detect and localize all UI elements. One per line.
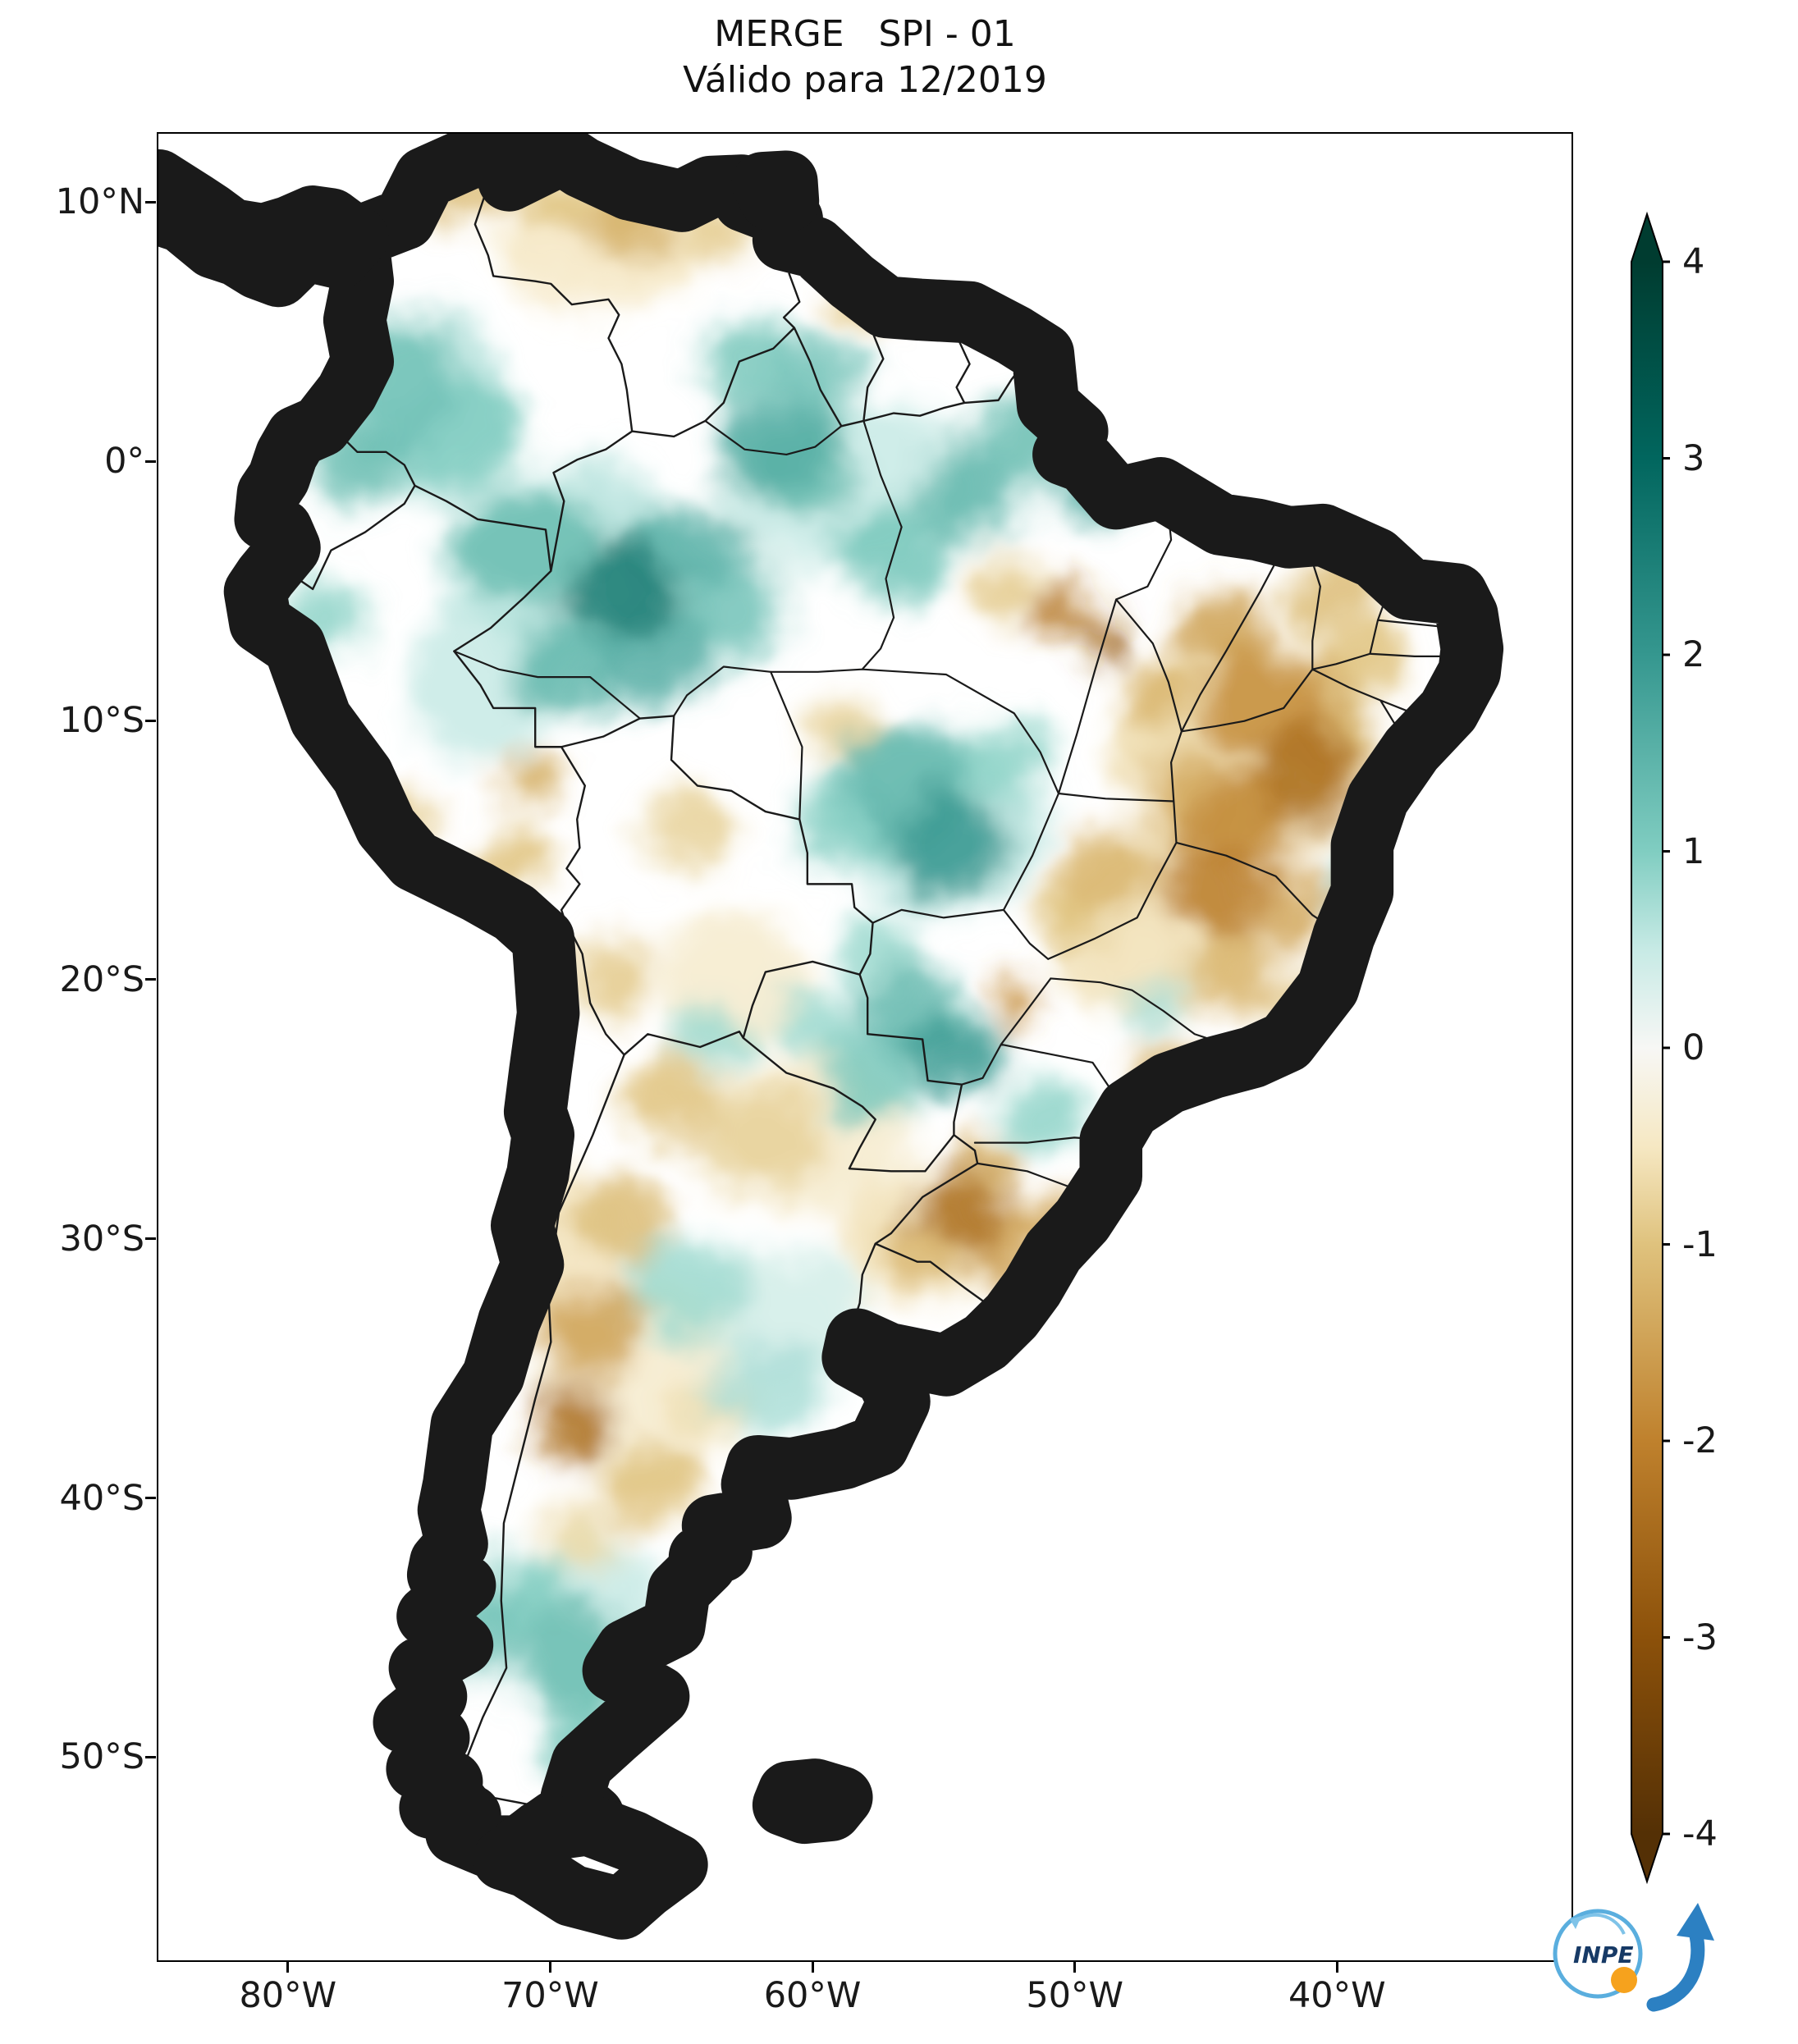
spi-anomaly-blob: [833, 506, 949, 600]
spi-anomaly-blob: [1064, 830, 1159, 913]
y-tick-label: 50°S: [59, 1736, 144, 1778]
x-tick-label: 40°W: [1288, 1975, 1386, 2016]
spi-anomaly-blob: [1178, 586, 1274, 665]
inpe-logo-text: INPE: [1573, 1941, 1634, 1969]
y-tick-label: 10°S: [59, 700, 144, 741]
x-tick-label: 50°W: [1026, 1975, 1124, 2016]
spi-anomaly-blob: [645, 790, 739, 869]
x-tick-mark: [548, 1962, 551, 1973]
spi-anomaly-blob: [538, 1386, 606, 1464]
spi-anomaly-blob: [822, 1036, 917, 1120]
colorbar-tick-label: -4: [1682, 1813, 1718, 1854]
colorbar-tick-label: 2: [1682, 634, 1705, 675]
y-tick-label: 10°N: [55, 181, 144, 223]
spi-anomaly-blob: [1084, 622, 1127, 665]
colorbar-tick-label: -2: [1682, 1420, 1718, 1461]
y-tick-mark: [145, 1237, 156, 1241]
colorbar: [1631, 211, 1670, 1885]
spi-anomaly-blob: [603, 1445, 698, 1524]
country-borders: [279, 157, 1030, 1815]
y-tick-label: 20°S: [59, 958, 144, 1000]
inpe-logo-swirl-arrowhead: [1570, 1916, 1581, 1929]
spi-anomaly-blob: [655, 915, 813, 1045]
colorbar-tick-label: -1: [1682, 1223, 1718, 1265]
spi-anomaly-blob: [969, 558, 1043, 620]
spi-anomaly-blob: [1251, 726, 1357, 830]
spi-anomaly-blob: [456, 487, 604, 602]
y-tick-mark: [145, 1755, 156, 1758]
x-tick-mark: [1073, 1962, 1077, 1973]
colorbar-gradient-bar: [1631, 211, 1663, 1885]
y-tick-label: 30°S: [59, 1218, 144, 1260]
spi-anomaly-blob: [1123, 656, 1192, 724]
inpe-logo-arrowhead: [1677, 1903, 1714, 1941]
spi-anomaly-blob: [564, 545, 679, 638]
map-plot-area: INPE: [157, 132, 1714, 2012]
spi-anomaly-blob: [775, 990, 860, 1063]
figure-subtitle: Válido para 12/2019: [683, 59, 1047, 101]
x-tick-label: 60°W: [763, 1975, 862, 2016]
x-tick-mark: [1335, 1962, 1338, 1973]
spi-anomaly-blob: [676, 1008, 750, 1071]
y-tick-label: 40°S: [59, 1477, 144, 1519]
spi-anomaly-blob: [1121, 980, 1185, 1032]
spi-anomaly-blob: [493, 754, 562, 812]
y-tick-mark: [145, 460, 156, 463]
y-tick-mark: [145, 1497, 156, 1500]
colorbar-tick-label: 0: [1682, 1027, 1705, 1068]
x-tick-mark: [286, 1962, 290, 1973]
figure-title: MERGE SPI - 01: [714, 13, 1016, 55]
spi-anomaly-blob: [624, 1059, 719, 1138]
spi-anomaly-blob: [702, 1088, 829, 1192]
spi-anomaly-blob: [577, 1171, 672, 1264]
inpe-logo: INPE: [1537, 1882, 1734, 2021]
state-borders: [454, 421, 1462, 1218]
colorbar-tick-label: -3: [1682, 1616, 1718, 1658]
spi-anomaly-blob: [1035, 588, 1093, 641]
spi-anomaly-blob: [710, 1342, 836, 1435]
inpe-logo-globe: [1611, 1967, 1637, 1993]
spi-anomaly-blob: [716, 395, 831, 488]
x-tick-label: 80°W: [239, 1975, 337, 2016]
y-tick-mark: [145, 719, 156, 722]
spi-anomaly-blob: [540, 1285, 635, 1379]
y-tick-mark: [145, 200, 156, 203]
spi-anomaly-blob: [1000, 1080, 1085, 1154]
colorbar-tick-label: 4: [1682, 241, 1705, 282]
spi-anomaly-blob: [890, 793, 1007, 898]
y-tick-label: 0°: [104, 441, 144, 482]
spi-anomaly-blob: [1163, 839, 1269, 944]
colorbar-tick-label: 3: [1682, 437, 1705, 479]
spi-anomaly-blob: [907, 1010, 1001, 1094]
x-tick-label: 70°W: [501, 1975, 599, 2016]
colorbar-tick-label: 1: [1682, 830, 1705, 872]
spi-anomaly-blob: [917, 1171, 1012, 1249]
spi-anomaly-blob: [619, 1233, 745, 1338]
spi-anomaly-blob: [540, 1502, 620, 1570]
colorbar-ticks: [1663, 260, 1670, 1836]
spi-anomaly-blob: [516, 622, 622, 706]
south-america-map: [158, 134, 1572, 1960]
x-tick-mark: [811, 1962, 814, 1973]
spi-anomaly-blob: [1184, 935, 1279, 1014]
spi-anomaly-blob: [917, 446, 1023, 541]
spi-anomaly-blob: [993, 980, 1041, 1027]
inpe-logo-arrow: [1646, 1928, 1705, 2012]
spi-anomaly-blob: [569, 933, 648, 1017]
y-tick-mark: [145, 978, 156, 981]
